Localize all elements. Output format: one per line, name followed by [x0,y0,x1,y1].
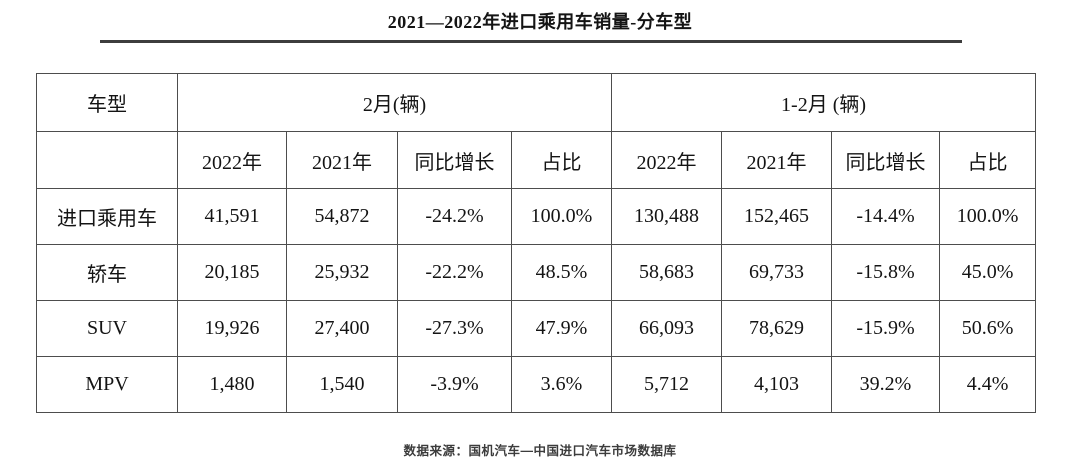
table-cell: 20,185 [177,244,287,301]
table-container: 车型 2月(辆) 1-2月 (辆) 2022年 2021年 同比增长 占比 20… [36,73,1080,413]
table-row: MPV 1,480 1,540 -3.9% 3.6% 5,712 4,103 3… [36,356,1037,413]
table-cell: 66,093 [611,300,723,357]
table-cell: 3.6% [510,356,613,413]
table-cell: -3.9% [397,356,512,413]
header-row-sub: 2022年 2021年 同比增长 占比 2022年 2021年 同比增长 占比 [36,131,1037,189]
col-header-vehicle-type: 车型 [36,73,178,132]
table-cell: -24.2% [397,188,512,245]
table-cell: -15.9% [831,300,941,357]
row-label: 进口乘用车 [36,188,178,245]
table-cell: 25,932 [286,244,398,301]
col-header-empty [36,131,178,189]
table-cell: 50.6% [939,300,1037,357]
row-label: SUV [36,300,178,357]
table-row: SUV 19,926 27,400 -27.3% 47.9% 66,093 78… [36,300,1037,357]
col-header-janfeb-2022: 2022年 [611,131,723,189]
title-underline [100,40,962,43]
table-cell: -15.8% [831,244,941,301]
sales-table: 车型 2月(辆) 1-2月 (辆) 2022年 2021年 同比增长 占比 20… [36,73,1037,413]
table-cell: -14.4% [831,188,941,245]
table-cell: 45.0% [939,244,1037,301]
col-header-feb: 2月(辆) [176,73,613,132]
table-row: 轿车 20,185 25,932 -22.2% 48.5% 58,683 69,… [36,244,1037,301]
table-row: 进口乘用车 41,591 54,872 -24.2% 100.0% 130,48… [36,188,1037,245]
col-header-feb-share: 占比 [510,131,613,189]
table-cell: 47.9% [510,300,613,357]
table-cell: 58,683 [611,244,723,301]
table-cell: 54,872 [286,188,398,245]
col-header-feb-yoy: 同比增长 [397,131,512,189]
table-cell: 19,926 [177,300,287,357]
table-cell: 152,465 [721,188,833,245]
col-header-jan-feb: 1-2月 (辆) [611,73,1037,132]
table-cell: 5,712 [611,356,723,413]
table-cell: 130,488 [611,188,723,245]
table-cell: 48.5% [510,244,613,301]
row-label: MPV [36,356,178,413]
table-cell: 78,629 [721,300,833,357]
table-cell: 1,480 [177,356,287,413]
table-cell: 100.0% [939,188,1037,245]
table-cell: 27,400 [286,300,398,357]
table-cell: -27.3% [397,300,512,357]
col-header-janfeb-yoy: 同比增长 [831,131,941,189]
table-cell: 1,540 [286,356,398,413]
table-cell: 4.4% [939,356,1037,413]
table-cell: 39.2% [831,356,941,413]
col-header-feb-2022: 2022年 [177,131,287,189]
table-cell: 100.0% [510,188,613,245]
data-source-note: 数据来源：国机汽车—中国进口汽车市场数据库 [403,444,677,458]
table-cell: -22.2% [397,244,512,301]
header-row-groups: 车型 2月(辆) 1-2月 (辆) [36,73,1037,132]
row-label: 轿车 [36,244,178,301]
table-cell: 4,103 [721,356,833,413]
table-cell: 69,733 [721,244,833,301]
table-cell: 41,591 [177,188,287,245]
col-header-feb-2021: 2021年 [286,131,398,189]
page-title: 2021—2022年进口乘用车销量-分车型 [387,12,693,32]
col-header-janfeb-2021: 2021年 [721,131,833,189]
col-header-janfeb-share: 占比 [939,131,1037,189]
